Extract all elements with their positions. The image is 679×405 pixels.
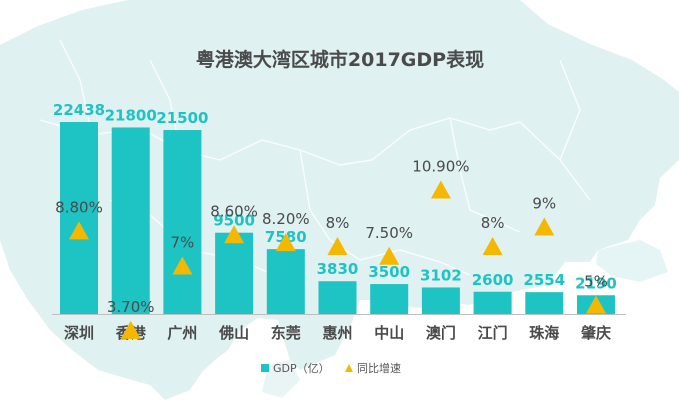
legend: GDP（亿） 同比增速 xyxy=(261,361,401,375)
bar xyxy=(215,232,254,314)
bar-value-label: 3102 xyxy=(420,266,462,284)
growth-label: 8% xyxy=(481,214,505,232)
chart-title: 粤港澳大湾区城市2017GDP表现 xyxy=(196,48,484,71)
x-tick-label: 惠州 xyxy=(322,324,352,342)
growth-label: 9% xyxy=(532,195,556,213)
growth-marker xyxy=(482,237,503,255)
growth-marker xyxy=(224,225,245,244)
growth-marker xyxy=(69,221,89,240)
bar xyxy=(266,249,305,314)
growth-marker xyxy=(430,180,451,199)
bar xyxy=(370,284,409,314)
legend-growth-label: 同比增速 xyxy=(357,361,401,375)
x-tick-label: 肇庆 xyxy=(580,324,611,342)
legend-gdp-swatch xyxy=(261,364,269,372)
bar-value-label: 2600 xyxy=(472,271,514,289)
bar-value-label: 21800 xyxy=(105,106,157,124)
x-tick-label: 广州 xyxy=(167,324,197,342)
x-tick-label: 佛山 xyxy=(218,324,249,342)
bar xyxy=(163,130,202,314)
bar-value-label: 22438 xyxy=(53,101,105,119)
bar-value-label: 9500 xyxy=(213,212,255,230)
bar xyxy=(111,127,150,314)
legend-gdp-label: GDP（亿） xyxy=(273,362,330,375)
x-tick-label: 江门 xyxy=(478,324,508,342)
x-tick-label: 珠海 xyxy=(529,324,559,342)
x-tick-label: 中山 xyxy=(374,324,404,342)
growth-label: 7% xyxy=(171,234,195,252)
plot-area: 22438深圳8.80%21800香港3.70%21500广州7%9500佛山8… xyxy=(52,101,626,342)
growth-label: 8.20% xyxy=(262,210,310,228)
bar-value-label: 3830 xyxy=(317,260,359,278)
legend-growth-swatch xyxy=(345,364,353,372)
bar-value-label: 21500 xyxy=(156,109,208,127)
growth-label: 3.70% xyxy=(107,298,155,316)
bar xyxy=(60,122,98,314)
growth-marker xyxy=(120,320,141,339)
x-tick-label: 东莞 xyxy=(271,324,301,342)
bar xyxy=(525,292,564,314)
x-tick-label: 深圳 xyxy=(64,324,94,342)
growth-label: 7.50% xyxy=(365,224,413,242)
x-tick-label: 澳门 xyxy=(426,324,456,342)
growth-label: 5% xyxy=(584,273,608,291)
bar-value-label: 2554 xyxy=(523,271,565,289)
bar xyxy=(318,281,357,314)
growth-marker xyxy=(534,217,555,236)
growth-label: 8.60% xyxy=(210,202,258,220)
growth-marker xyxy=(586,295,606,314)
growth-marker xyxy=(327,237,348,255)
bar xyxy=(421,287,460,314)
growth-label: 10.90% xyxy=(412,157,469,175)
bar-value-label: 2190 xyxy=(575,274,617,292)
growth-label: 8.80% xyxy=(55,198,103,216)
growth-marker xyxy=(379,246,400,265)
bar-value-label: 3500 xyxy=(368,263,410,281)
growth-label: 8% xyxy=(326,214,350,232)
bar xyxy=(473,291,512,314)
growth-marker xyxy=(172,256,193,275)
growth-marker xyxy=(275,233,296,252)
